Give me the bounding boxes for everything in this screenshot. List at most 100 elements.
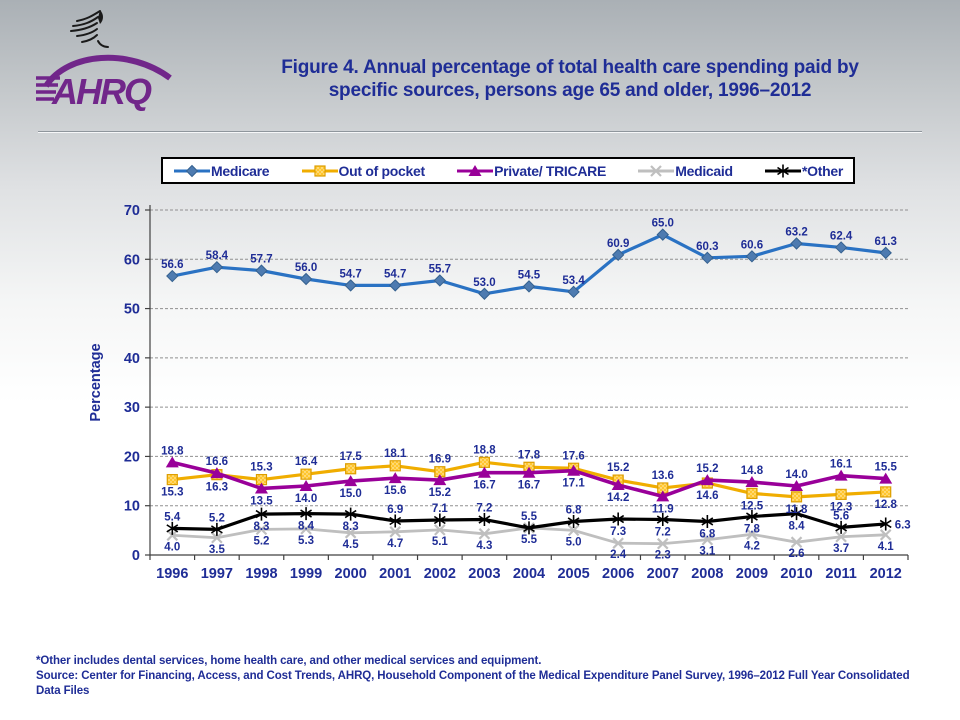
legend-item-medicaid: Medicaid — [637, 163, 733, 179]
data-labels-out-of-pocket: 15.3 16.3 15.3 16.4 17.5 18.1 16.9 18.8 17.8 17.6… — [161, 444, 897, 516]
legend-marker-other-icon — [764, 164, 801, 177]
svg-text:15.3: 15.3 — [161, 487, 183, 499]
svg-text:2003: 2003 — [468, 566, 500, 582]
svg-text:40: 40 — [124, 351, 140, 367]
svg-text:65.0: 65.0 — [652, 218, 674, 230]
svg-text:50: 50 — [124, 302, 140, 318]
svg-text:8.3: 8.3 — [253, 521, 269, 533]
svg-text:60.9: 60.9 — [607, 238, 629, 250]
svg-text:2.6: 2.6 — [789, 548, 805, 560]
source-line-2: Data Files — [36, 685, 90, 697]
svg-text:5.1: 5.1 — [432, 536, 449, 548]
page-title: Figure 4. Annual percentage of total hea… — [180, 56, 960, 102]
legend-item-out-of-pocket: Out of pocket — [301, 163, 425, 179]
svg-text:13.6: 13.6 — [652, 470, 674, 482]
svg-text:60: 60 — [124, 252, 140, 268]
page-title-line2: specific sources, persons age 65 and old… — [328, 80, 812, 101]
svg-text:2006: 2006 — [602, 566, 634, 582]
svg-text:17.1: 17.1 — [562, 478, 585, 490]
chart-legend: Medicare Out of pocket Private/ TRICARE Med… — [161, 157, 855, 184]
svg-text:1998: 1998 — [245, 566, 277, 582]
svg-text:5.2: 5.2 — [209, 512, 225, 524]
legend-label-medicare: Medicare — [211, 162, 270, 179]
svg-text:3.7: 3.7 — [833, 543, 849, 555]
svg-text:14.2: 14.2 — [607, 492, 629, 504]
svg-text:1999: 1999 — [290, 566, 322, 582]
x-axis-tick-labels: 1996 1997 1998 1999 2000 2001 2002 2003 2004 2005… — [156, 566, 902, 582]
svg-text:8.4: 8.4 — [789, 521, 806, 533]
svg-text:4.3: 4.3 — [476, 540, 492, 552]
svg-text:54.7: 54.7 — [339, 268, 361, 280]
svg-text:6.9: 6.9 — [387, 504, 403, 516]
svg-text:0: 0 — [132, 548, 140, 564]
chart-area: 0 10 20 30 40 50 60 70 Percentage 1996 1997 1998 199… — [0, 195, 960, 620]
svg-text:16.4: 16.4 — [295, 456, 318, 468]
chart-footnotes: *Other includes dental services, home he… — [36, 654, 936, 699]
svg-text:3.5: 3.5 — [209, 544, 226, 556]
svg-text:5.3: 5.3 — [298, 535, 314, 547]
legend-marker-medicare-icon — [174, 164, 210, 177]
legend-label-medicaid: Medicaid — [675, 162, 733, 179]
data-labels-medicaid: 4.0 3.5 5.2 5.3 4.5 4.7 5.1 4.3 5.5 5.0 2.4 2.3 3.1 4… — [164, 534, 894, 562]
svg-text:16.9: 16.9 — [429, 454, 451, 466]
svg-text:6.3: 6.3 — [895, 519, 911, 531]
svg-text:2005: 2005 — [557, 566, 589, 582]
svg-text:16.6: 16.6 — [206, 456, 228, 468]
svg-text:53.0: 53.0 — [473, 277, 495, 289]
svg-text:4.7: 4.7 — [387, 538, 403, 550]
svg-text:2009: 2009 — [736, 566, 768, 582]
svg-text:7.1: 7.1 — [432, 503, 449, 515]
svg-text:2007: 2007 — [647, 566, 679, 582]
svg-text:61.3: 61.3 — [875, 236, 897, 248]
series-other — [166, 507, 892, 536]
svg-text:2000: 2000 — [335, 566, 367, 582]
svg-text:15.5: 15.5 — [875, 462, 898, 474]
legend-marker-medicaid-icon — [638, 164, 675, 177]
svg-text:15.0: 15.0 — [339, 488, 361, 500]
svg-text:5.5: 5.5 — [521, 511, 538, 523]
svg-text:18.8: 18.8 — [161, 445, 184, 457]
svg-text:7.2: 7.2 — [655, 527, 671, 539]
svg-text:7.2: 7.2 — [476, 503, 492, 515]
svg-text:54.5: 54.5 — [518, 269, 541, 281]
svg-text:2.3: 2.3 — [655, 550, 671, 562]
svg-text:2001: 2001 — [379, 566, 411, 582]
svg-text:8.3: 8.3 — [343, 521, 359, 533]
svg-text:8.4: 8.4 — [298, 521, 315, 533]
svg-text:12.3: 12.3 — [830, 501, 852, 513]
svg-text:70: 70 — [124, 203, 140, 219]
svg-text:4.0: 4.0 — [164, 541, 180, 553]
svg-text:5.5: 5.5 — [521, 534, 538, 546]
svg-text:6.8: 6.8 — [566, 504, 583, 516]
legend-item-medicare: Medicare — [173, 162, 270, 179]
svg-text:54.7: 54.7 — [384, 268, 406, 280]
svg-text:15.3: 15.3 — [250, 462, 272, 474]
legend-item-other: *Other — [764, 163, 843, 179]
axes — [145, 205, 909, 560]
svg-text:6.8: 6.8 — [699, 528, 716, 540]
svg-text:14.0: 14.0 — [785, 469, 807, 481]
svg-text:15.2: 15.2 — [696, 463, 718, 475]
svg-text:2002: 2002 — [424, 566, 456, 582]
svg-text:14.6: 14.6 — [696, 490, 718, 502]
svg-text:20: 20 — [124, 449, 140, 465]
svg-text:18.8: 18.8 — [473, 444, 496, 456]
svg-text:2008: 2008 — [691, 566, 723, 582]
svg-text:53.4: 53.4 — [562, 275, 585, 287]
data-labels-medicare: 56.6 58.4 57.7 56.0 54.7 54.7 55.7 53.0 54.5 53.4… — [161, 218, 897, 289]
svg-text:12.8: 12.8 — [875, 499, 898, 511]
svg-text:2011: 2011 — [825, 566, 856, 582]
svg-text:12.5: 12.5 — [741, 500, 764, 512]
footnote-other: *Other includes dental services, home he… — [36, 655, 542, 667]
svg-text:11.8: 11.8 — [786, 504, 808, 516]
svg-text:5.4: 5.4 — [164, 511, 181, 523]
legend-marker-out-of-pocket-icon — [301, 164, 338, 177]
svg-text:4.1: 4.1 — [878, 541, 895, 553]
svg-text:17.5: 17.5 — [339, 451, 362, 463]
svg-text:17.8: 17.8 — [518, 449, 541, 461]
svg-text:1997: 1997 — [201, 566, 233, 582]
data-labels-private-tricare: 18.8 16.6 13.5 14.0 15.0 15.6 15.2 16.7 16.7 17.1… — [161, 445, 897, 515]
y-axis-tick-labels: 0 10 20 30 40 50 60 70 — [124, 203, 140, 564]
